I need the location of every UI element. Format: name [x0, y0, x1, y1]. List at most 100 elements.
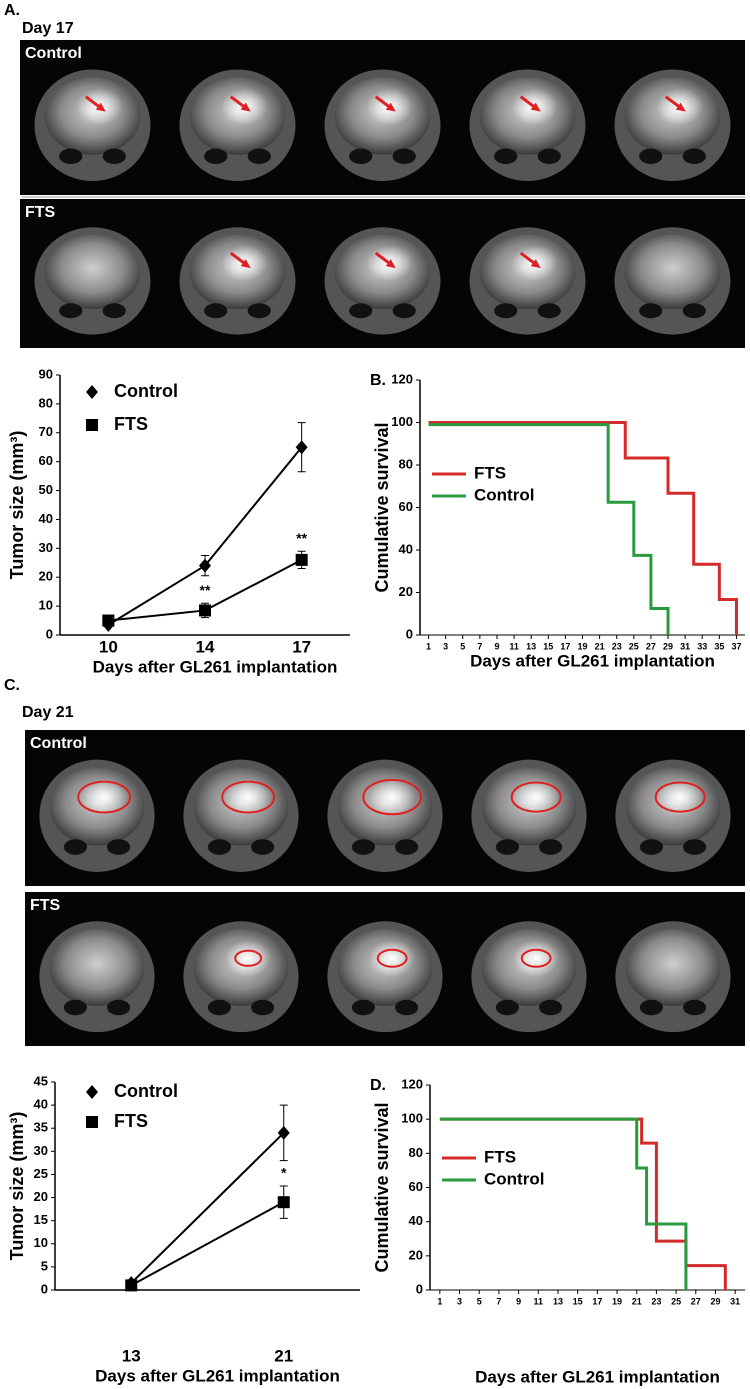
x-tick-label: 9 [516, 1296, 521, 1306]
group-label: FTS [30, 897, 61, 914]
y-axis-label: Cumulative survival [372, 1102, 392, 1272]
y-tick-label: 45 [34, 1073, 48, 1088]
x-tick-label: 19 [612, 1296, 622, 1306]
mri-dark [537, 303, 561, 319]
y-tick-label: 40 [399, 541, 413, 556]
y-tick-label: 80 [409, 1145, 423, 1160]
legend-label: Control [474, 485, 534, 504]
arrow-head [240, 102, 251, 112]
y-axis-label: Cumulative survival [372, 422, 392, 592]
x-tick-label: 27 [691, 1296, 701, 1306]
arrow-head [240, 259, 251, 269]
arrow-head [385, 259, 396, 269]
annotation: ** [296, 530, 307, 546]
mri-dark [107, 999, 131, 1016]
mri-dark [351, 999, 375, 1016]
mri-dark [682, 303, 706, 319]
y-tick-label: 25 [34, 1166, 48, 1181]
x-tick-label: 23 [612, 641, 622, 651]
mri-dark [247, 148, 271, 164]
y-tick-label: 30 [34, 1143, 48, 1158]
mri-dark [539, 999, 563, 1016]
tumor-outline [77, 780, 132, 814]
day-label: Day 17 [22, 20, 74, 37]
arrow-head [530, 259, 541, 269]
mri-dark [102, 303, 126, 319]
y-tick-label: 0 [46, 626, 53, 641]
mri-tumor [225, 939, 272, 977]
arrow-head [95, 102, 106, 112]
y-tick-label: 100 [401, 1111, 423, 1126]
mri-dark [683, 999, 707, 1016]
x-tick-label: 15 [573, 1296, 583, 1306]
y-tick-label: 120 [401, 1076, 423, 1091]
mri-tumor [513, 939, 560, 977]
arrow-head [385, 102, 396, 112]
y-tick-label: 10 [39, 598, 53, 613]
mri-tumor [369, 939, 416, 977]
x-tick-label: 37 [731, 641, 741, 651]
x-tick-label: 14 [196, 637, 215, 656]
x-tick-label: 23 [651, 1296, 661, 1306]
x-tick-label: 15 [543, 641, 553, 651]
group-label: Control [25, 45, 82, 62]
marker [199, 558, 211, 573]
x-tick-label: 10 [99, 637, 118, 656]
image-panels: Control FTS Control FTS [20, 40, 745, 1046]
mri-dark [683, 839, 707, 855]
arrow-head [530, 102, 541, 112]
mri-dark [63, 999, 87, 1016]
series-line [107, 446, 303, 626]
x-tick-label: 21 [595, 641, 605, 651]
x-tick-label: 19 [577, 641, 587, 651]
survival-line [428, 423, 670, 635]
x-tick-label: 1 [437, 1296, 442, 1306]
marker [295, 440, 308, 455]
mri-dark [494, 148, 518, 164]
y-tick-label: 40 [39, 511, 53, 526]
legend-label: FTS [114, 1111, 148, 1131]
y-tick-label: 35 [34, 1120, 48, 1135]
mri-dark [537, 148, 561, 164]
y-tick-label: 0 [41, 1281, 48, 1296]
x-tick-label: 31 [680, 641, 690, 651]
x-tick-label: 25 [671, 1296, 681, 1306]
marker [86, 1085, 98, 1099]
mri-dark [639, 839, 663, 855]
y-tick-label: 100 [391, 414, 413, 429]
mri-dark [349, 303, 373, 319]
x-axis-label: Days after GL261 implantation [470, 651, 715, 670]
mri-brain [624, 234, 721, 310]
group-label: Control [30, 735, 87, 752]
tumor-outline [510, 781, 562, 813]
y-tick-label: 60 [399, 499, 413, 514]
x-tick-label: 11 [534, 1296, 544, 1306]
x-tick-label: 21 [632, 1296, 642, 1306]
annotation: * [281, 1165, 287, 1181]
y-tick-label: 40 [409, 1213, 423, 1228]
mri-tumor [369, 778, 416, 816]
x-tick-label: 13 [526, 641, 536, 651]
mri-dark [349, 148, 373, 164]
y-tick-label: 60 [409, 1179, 423, 1194]
y-tick-label: 90 [39, 366, 53, 381]
mri-tumor [225, 778, 272, 816]
y-tick-label: 120 [391, 371, 413, 386]
mri-dark [392, 148, 416, 164]
y-tick-label: 40 [34, 1097, 48, 1112]
x-tick-label: 3 [457, 1296, 462, 1306]
mri-dark [107, 839, 131, 855]
mri-dark [395, 839, 419, 855]
mri-dark [251, 839, 275, 855]
mri-dark [251, 999, 275, 1016]
y-tick-label: 20 [409, 1247, 423, 1262]
mri-brain [44, 234, 141, 310]
y-tick-label: 70 [39, 424, 53, 439]
tumor-outline [221, 780, 276, 814]
x-axis-label: Days after GL261 implantation [95, 1366, 340, 1385]
x-tick-label: 5 [477, 1296, 482, 1306]
y-tick-label: 30 [39, 540, 53, 555]
mri-dark [495, 999, 519, 1016]
y-tick-label: 50 [39, 482, 53, 497]
marker [86, 419, 98, 431]
